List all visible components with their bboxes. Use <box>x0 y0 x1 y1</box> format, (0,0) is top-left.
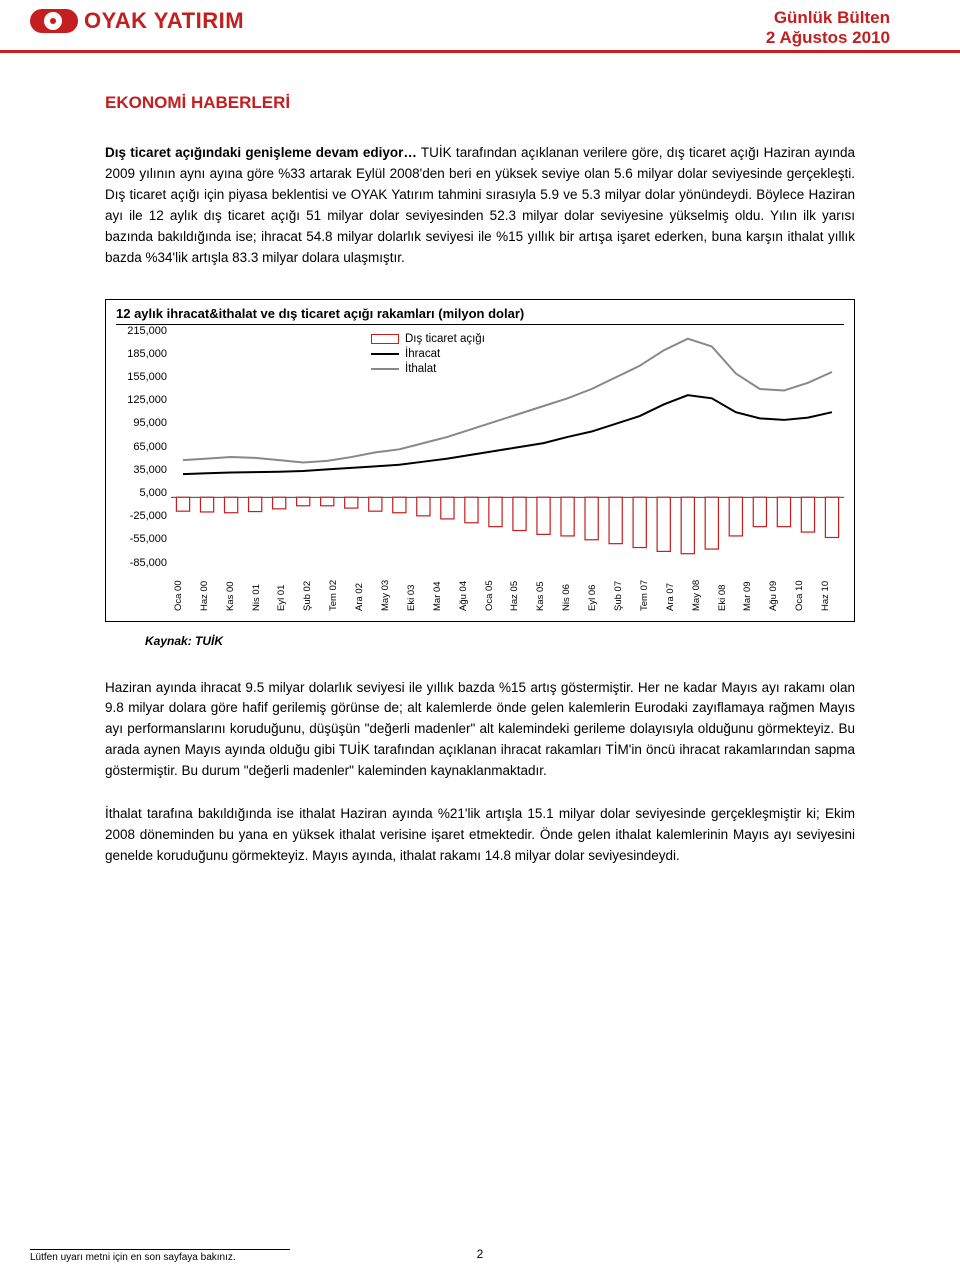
legend-deficit: Dış ticaret açığı <box>371 333 485 345</box>
x-tick: Mar 04 <box>432 581 443 611</box>
x-tick: Oca 05 <box>484 580 495 611</box>
x-tick: Eyl 06 <box>587 584 598 610</box>
x-tick: Oca 10 <box>794 580 805 611</box>
x-tick: Nis 06 <box>561 584 572 611</box>
chart-container: 12 aylık ihracat&ithalat ve dış ticaret … <box>105 299 855 622</box>
x-tick: Ara 02 <box>354 583 365 611</box>
y-tick: 95,000 <box>133 417 167 429</box>
brand-logo: OYAK YATIRIM <box>30 8 244 34</box>
y-tick: 155,000 <box>127 371 167 383</box>
x-tick: Şub 07 <box>613 580 624 610</box>
y-tick: 65,000 <box>133 441 167 453</box>
x-tick: Nis 01 <box>251 584 262 611</box>
chart-plot: Dış ticaret açığı İhracat İthalat <box>171 331 844 563</box>
y-tick: 215,000 <box>127 325 167 337</box>
y-tick: -25,000 <box>130 510 167 522</box>
legend-swatch-deficit <box>371 334 399 344</box>
legend-label-exports: İhracat <box>405 348 440 360</box>
x-tick: May 03 <box>380 579 391 610</box>
para1-lead: Dış ticaret açığındaki genişleme devam e… <box>105 145 417 160</box>
legend-line-exports <box>371 353 399 355</box>
chart-x-axis: Oca 00 Haz 00 Kas 00 Nis 01 Eyl 01 Şub 02 Tem … <box>171 563 844 611</box>
x-tick: Eki 03 <box>406 584 417 610</box>
x-tick: Tem 07 <box>639 579 650 610</box>
y-tick: -55,000 <box>130 533 167 545</box>
x-tick: Ağu 09 <box>768 580 779 610</box>
x-tick: Haz 05 <box>509 580 520 610</box>
legend-line-imports <box>371 368 399 370</box>
x-tick: Eyl 01 <box>276 584 287 610</box>
legend-label-deficit: Dış ticaret açığı <box>405 333 485 345</box>
x-tick: Eki 08 <box>717 584 728 610</box>
paragraph-1: Dış ticaret açığındaki genişleme devam e… <box>105 143 855 269</box>
y-tick: 125,000 <box>127 394 167 406</box>
x-tick: May 08 <box>691 579 702 610</box>
bulletin-date: 2 Ağustos 2010 <box>766 28 890 48</box>
chart-legend: Dış ticaret açığı İhracat İthalat <box>371 333 485 378</box>
content: EKONOMİ HABERLERİ Dış ticaret açığındaki… <box>0 53 960 867</box>
x-tick: Oca 00 <box>173 580 184 611</box>
brand-name: OYAK YATIRIM <box>84 8 244 34</box>
chart-y-axis: 215,000185,000155,000125,00095,00065,000… <box>116 331 171 563</box>
section-title: EKONOMİ HABERLERİ <box>105 93 855 113</box>
x-tick: Kas 00 <box>225 581 236 611</box>
x-tick: Ağu 04 <box>458 580 469 610</box>
y-tick: 5,000 <box>139 487 167 499</box>
chart-source: Kaynak: TUİK <box>145 634 855 648</box>
paragraph-3: İthalat tarafına bakıldığında ise ithala… <box>105 804 855 867</box>
bulletin-title: Günlük Bülten <box>766 8 890 28</box>
x-tick: Mar 09 <box>742 581 753 611</box>
legend-exports: İhracat <box>371 348 485 360</box>
x-tick: Haz 10 <box>820 580 831 610</box>
page-footer: Lütfen uyarı metni için en son sayfaya b… <box>0 1249 960 1263</box>
legend-label-imports: İthalat <box>405 363 436 375</box>
paragraph-2: Haziran ayında ihracat 9.5 milyar dolarl… <box>105 678 855 783</box>
x-tick: Kas 05 <box>535 581 546 611</box>
x-tick: Haz 00 <box>199 580 210 610</box>
y-tick: 185,000 <box>127 348 167 360</box>
page-header: OYAK YATIRIM Günlük Bülten 2 Ağustos 201… <box>0 0 960 53</box>
y-tick: -85,000 <box>130 557 167 569</box>
x-tick: Ara 07 <box>665 583 676 611</box>
para1-body: TUİK tarafından açıklanan verilere göre,… <box>105 145 855 265</box>
x-tick: Tem 02 <box>328 579 339 610</box>
header-right: Günlük Bülten 2 Ağustos 2010 <box>766 8 890 48</box>
logo-icon <box>30 9 78 33</box>
legend-imports: İthalat <box>371 363 485 375</box>
footer-note: Lütfen uyarı metni için en son sayfaya b… <box>30 1249 290 1263</box>
chart-area: 215,000185,000155,000125,00095,00065,000… <box>116 331 844 611</box>
x-tick: Şub 02 <box>302 580 313 610</box>
y-tick: 35,000 <box>133 464 167 476</box>
chart-title: 12 aylık ihracat&ithalat ve dış ticaret … <box>116 306 844 325</box>
